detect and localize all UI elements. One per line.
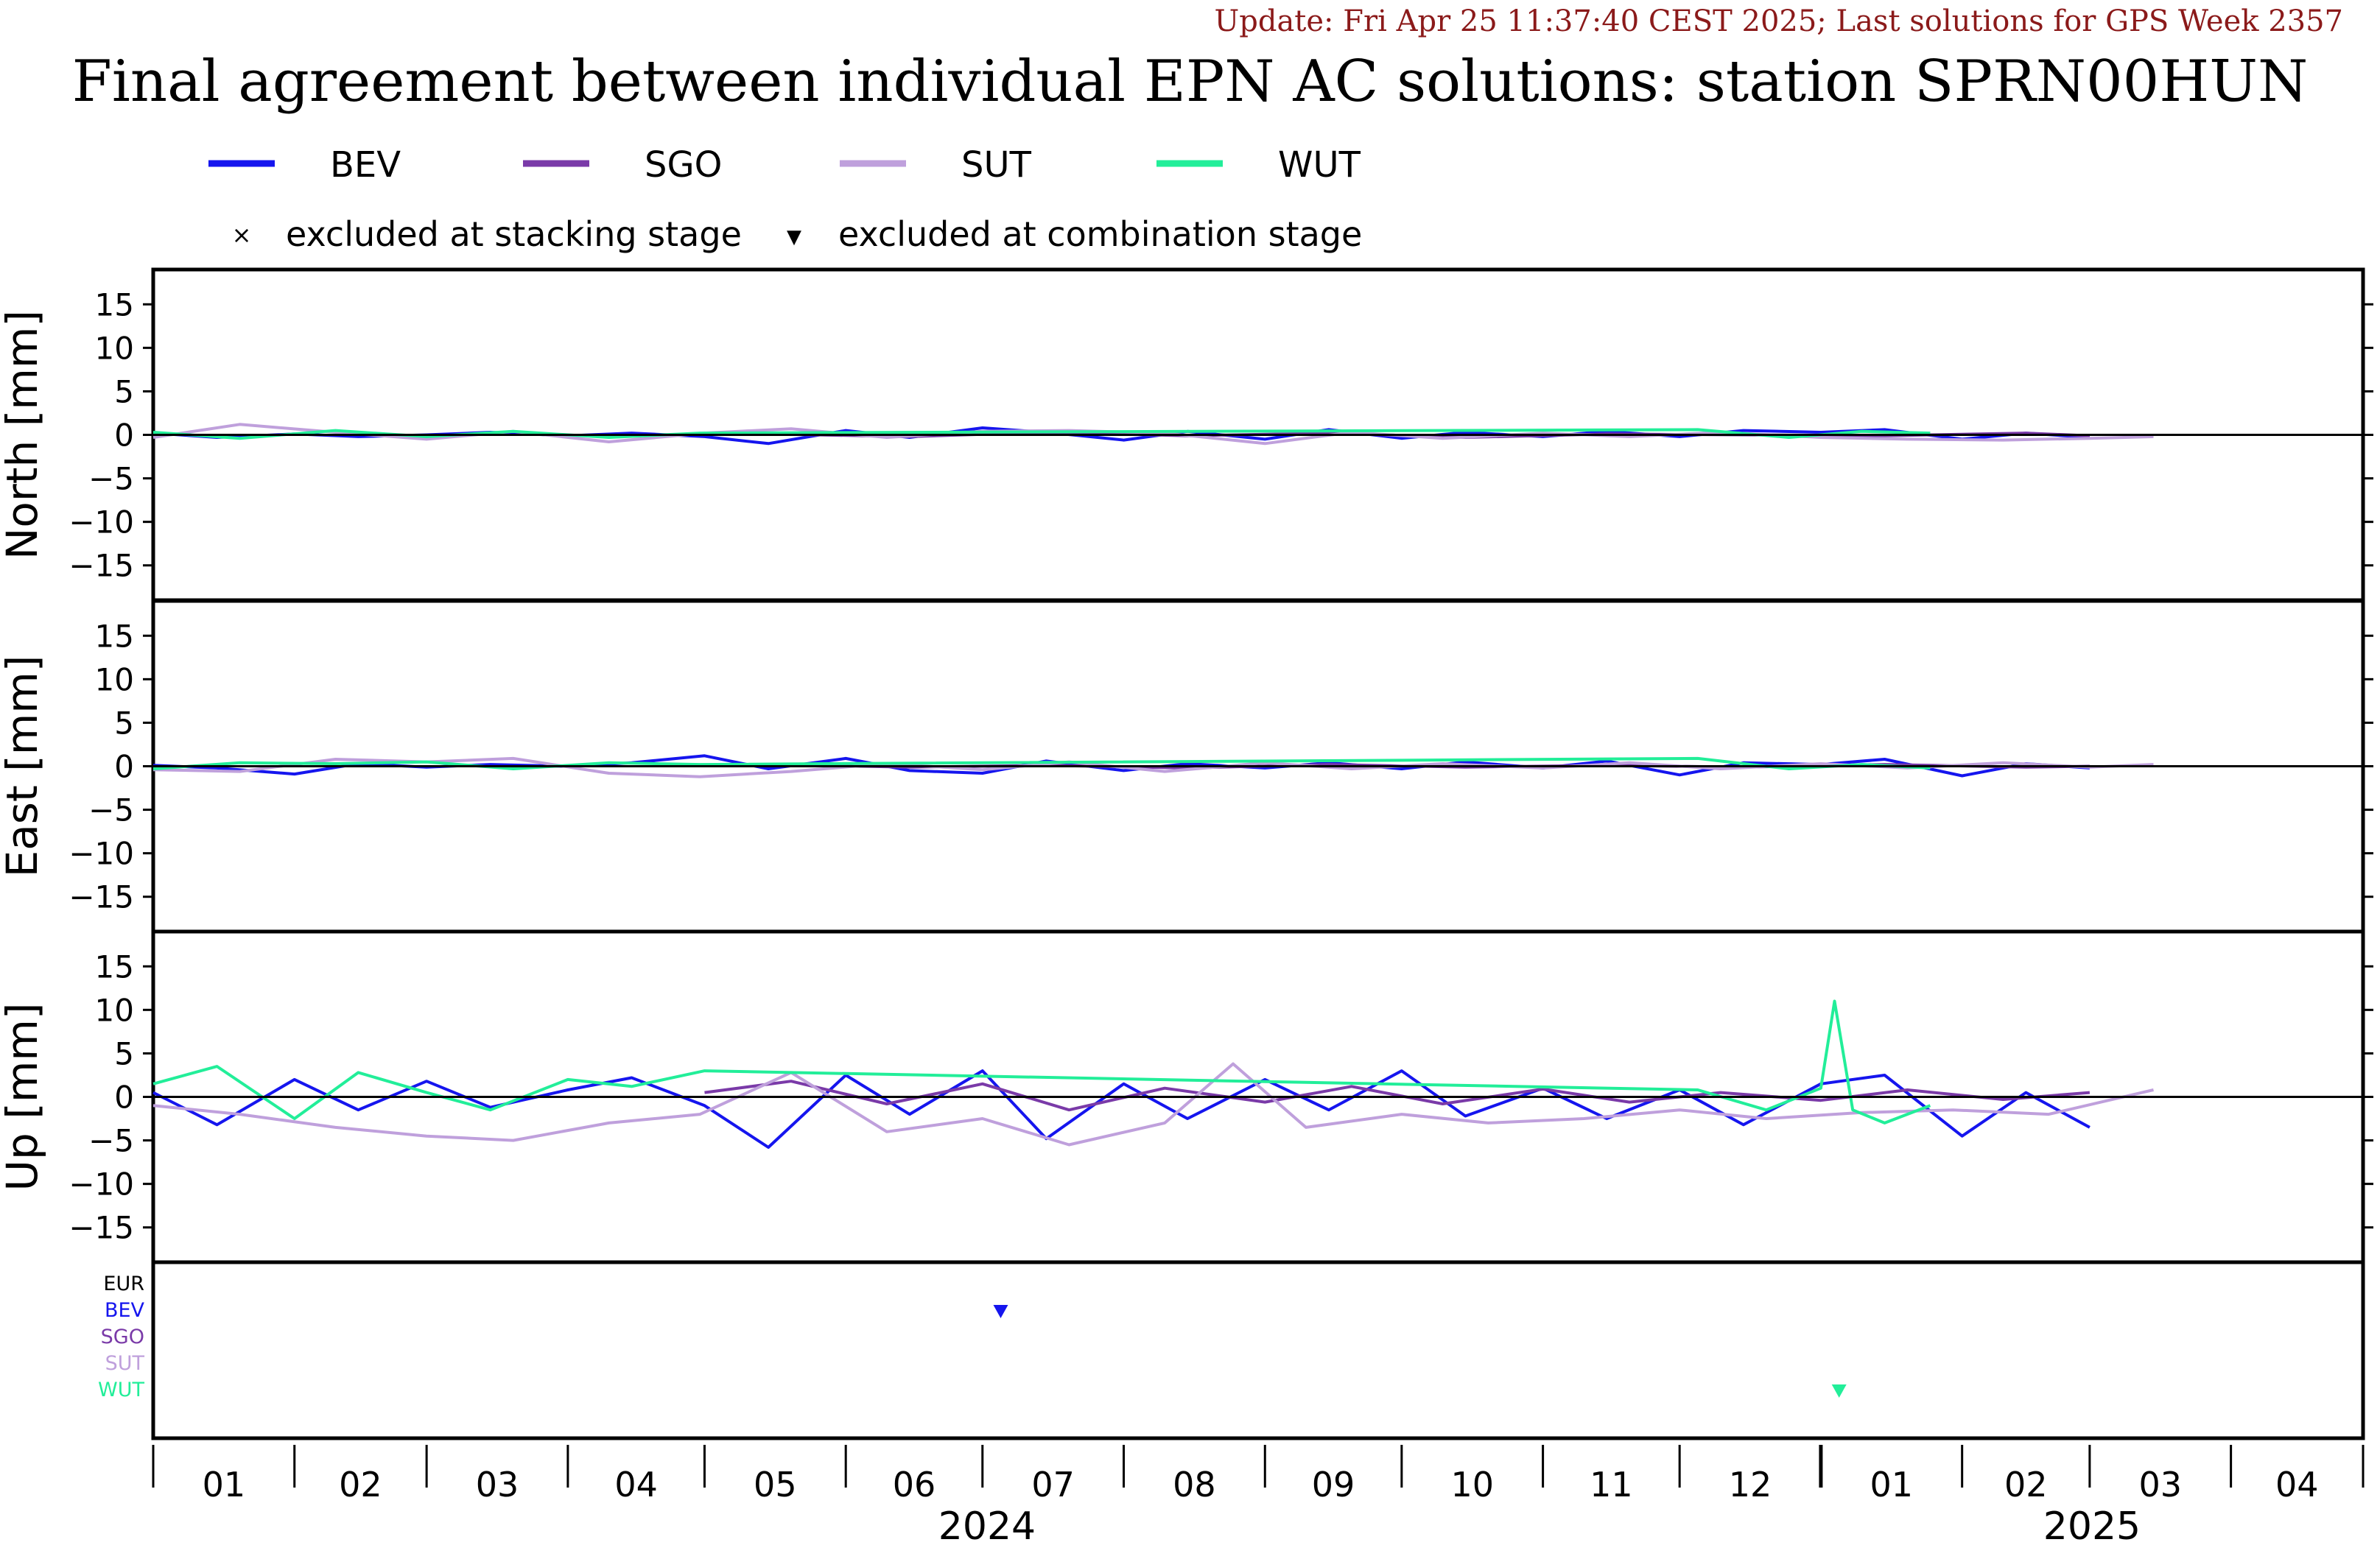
- y-axis-label-up: Up [mm]: [0, 1003, 47, 1192]
- y-tick-label-up: −15: [69, 1210, 134, 1246]
- y-tick-label-north: −5: [88, 461, 134, 497]
- x-month-label: 09: [1312, 1465, 1355, 1504]
- legend-triangle-icon: ▼: [787, 226, 801, 248]
- y-tick-label-up: 0: [114, 1080, 134, 1116]
- x-year-label-2025: 2025: [2043, 1504, 2141, 1545]
- x-month-label: 01: [203, 1465, 246, 1504]
- x-year-label-2024: 2024: [938, 1504, 1036, 1545]
- y-tick-label-up: −5: [88, 1123, 134, 1159]
- x-month-label: 11: [1590, 1465, 1633, 1504]
- legend-label-bev: BEV: [330, 144, 401, 186]
- legend-stacking-label: excluded at stacking stage: [286, 214, 742, 254]
- y-tick-label-north: 15: [95, 286, 134, 323]
- y-tick-label-east: 5: [114, 705, 134, 741]
- x-month-label: 04: [2275, 1465, 2319, 1504]
- series-line-wut-east: [152, 756, 1931, 770]
- x-month-label: 05: [754, 1465, 797, 1504]
- exclusion-row-label-bev: BEV: [105, 1299, 145, 1322]
- legend-cross-icon: ×: [232, 221, 252, 249]
- y-tick-label-north: −15: [69, 548, 134, 584]
- exclusion-row-label-wut: WUT: [98, 1379, 144, 1401]
- y-tick-label-east: 15: [95, 618, 134, 654]
- x-month-label: 01: [1870, 1465, 1914, 1504]
- legend-label-wut: WUT: [1278, 144, 1361, 186]
- y-tick-label-up: 10: [95, 992, 134, 1028]
- y-tick-label-east: 10: [95, 661, 134, 697]
- x-month-label: 07: [1031, 1465, 1075, 1504]
- x-month-label: 08: [1173, 1465, 1216, 1504]
- y-tick-label-east: −5: [88, 792, 134, 828]
- y-tick-label-up: 15: [95, 949, 134, 985]
- y-tick-label-up: 5: [114, 1035, 134, 1071]
- legend-combination-label: excluded at combination stage: [838, 214, 1362, 254]
- y-tick-label-north: 10: [95, 330, 134, 366]
- x-month-label: 04: [614, 1465, 658, 1504]
- exclusion-row-label-eur: EUR: [103, 1273, 144, 1295]
- y-tick-label-east: −15: [69, 879, 134, 915]
- series-line-bev-up: [152, 1069, 2091, 1149]
- update-timestamp: Update: Fri Apr 25 11:37:40 CEST 2025; L…: [1214, 4, 2343, 38]
- y-tick-label-east: −10: [69, 836, 134, 872]
- legend-label-sut: SUT: [961, 144, 1032, 186]
- chart-title: Final agreement between individual EPN A…: [71, 49, 2309, 115]
- x-month-label: 03: [476, 1465, 519, 1504]
- exclusion-row-label-sgo: SGO: [101, 1326, 144, 1348]
- exclusion-marker-wut: [1831, 1384, 1847, 1398]
- x-month-label: 06: [893, 1465, 936, 1504]
- x-month-label: 02: [339, 1465, 382, 1504]
- y-axis-label-east: East [mm]: [0, 655, 47, 878]
- series-line-sut-up: [152, 1062, 2154, 1147]
- y-axis-label-north: North [mm]: [0, 310, 47, 560]
- exclusion-row-label-sut: SUT: [105, 1352, 145, 1375]
- y-tick-label-north: 0: [114, 418, 134, 454]
- y-tick-label-north: −10: [69, 504, 134, 541]
- legend-label-sgo: SGO: [645, 144, 722, 186]
- y-tick-label-north: 5: [114, 373, 134, 409]
- y-tick-label-up: −10: [69, 1166, 134, 1203]
- x-month-label: 02: [2004, 1465, 2048, 1504]
- y-tick-label-east: 0: [114, 749, 134, 785]
- x-month-label: 12: [1729, 1465, 1772, 1504]
- exclusion-marker-bev: [993, 1305, 1008, 1318]
- x-month-label: 03: [2138, 1465, 2182, 1504]
- series-line-wut-up: [152, 999, 1931, 1125]
- series-line-sgo-up: [704, 1080, 2091, 1112]
- x-month-label: 10: [1450, 1465, 1494, 1504]
- exclusion-panel-frame: [151, 1260, 2365, 1440]
